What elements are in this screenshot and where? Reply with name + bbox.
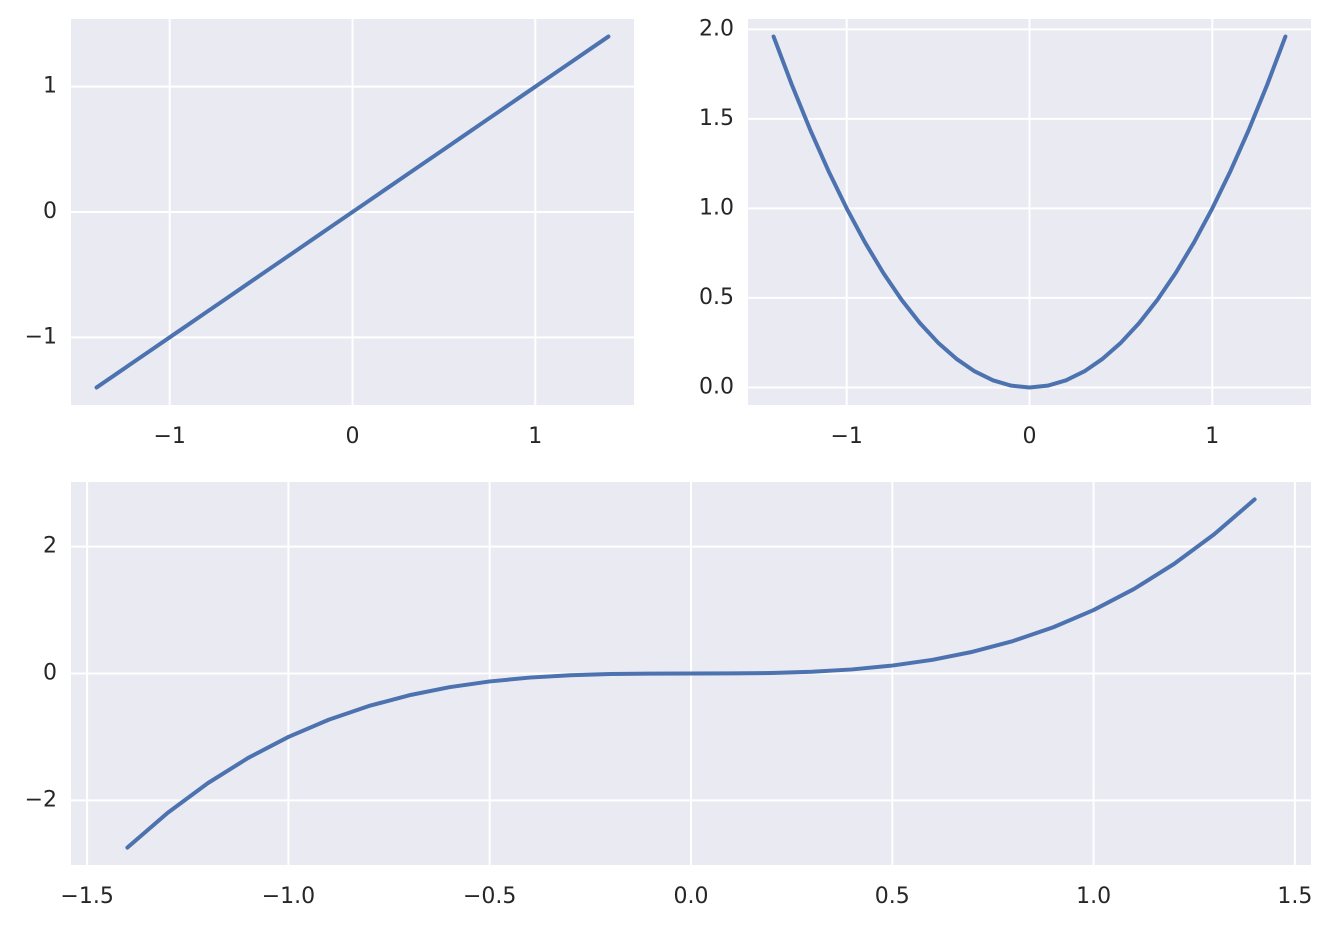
- y-tick-label: −2: [25, 787, 57, 812]
- x-tick-label: −1.0: [262, 884, 315, 909]
- y-tick-label: 2: [43, 534, 57, 559]
- x-tick-label: −1: [153, 424, 185, 449]
- y-tick-label: 1.5: [699, 106, 734, 131]
- y-tick-label: 0: [43, 661, 57, 686]
- y-tick-label: 1: [43, 74, 57, 99]
- x-tick-label: −0.5: [463, 884, 516, 909]
- line: [94, 34, 611, 390]
- y-tick-label: 2.0: [699, 16, 734, 41]
- line: [771, 34, 1288, 390]
- y-tick-label: 1.0: [699, 195, 734, 220]
- y-tick-label: 0.5: [699, 285, 734, 310]
- x-tick-label: 0: [1023, 424, 1037, 449]
- x-tick-label: 0.0: [674, 884, 709, 909]
- y-tick-label: 0: [43, 199, 57, 224]
- x-tick-label: 1.5: [1277, 884, 1312, 909]
- x-tick-label: 1: [528, 424, 542, 449]
- x-tick-label: 1: [1205, 424, 1219, 449]
- line: [125, 497, 1257, 850]
- y-tick-label: −1: [25, 324, 57, 349]
- x-tick-label: −1.5: [60, 884, 113, 909]
- x-tick-label: 1.0: [1076, 884, 1111, 909]
- x-tick-label: −1: [830, 424, 862, 449]
- x-tick-label: 0.5: [875, 884, 910, 909]
- y-tick-label: 0.0: [699, 374, 734, 399]
- x-tick-label: 0: [346, 424, 360, 449]
